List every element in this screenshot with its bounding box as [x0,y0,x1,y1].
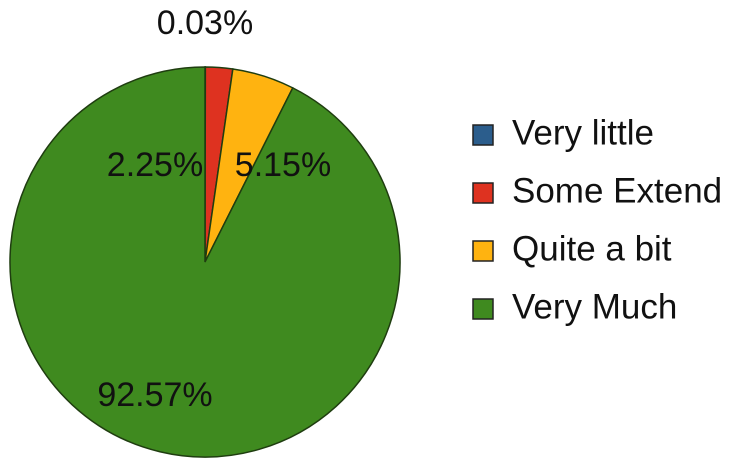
data-label: 0.03% [157,4,253,42]
legend-swatch [472,298,494,320]
legend-swatch [472,182,494,204]
legend-label: Some Extend [512,171,722,210]
legend-swatch [472,124,494,146]
legend-swatch [472,240,494,262]
data-label: 92.57% [97,376,212,414]
pie-slice [9,66,401,458]
legend-label: Quite a bit [512,229,672,268]
data-label: 5.15% [235,146,331,184]
legend-label: Very little [512,113,654,152]
data-label: 2.25% [107,146,203,184]
legend-label: Very Much [512,287,677,326]
